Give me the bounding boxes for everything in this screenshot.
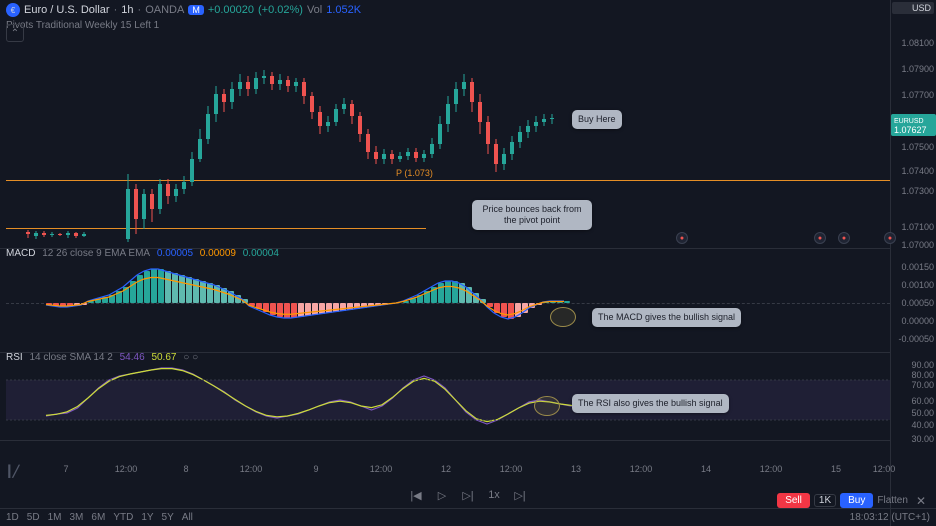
pivots-label: Pivots Traditional Weekly 15 Left 1 bbox=[0, 20, 936, 33]
interval[interactable]: 1h bbox=[121, 4, 133, 16]
tf-1M[interactable]: 1M bbox=[48, 512, 62, 523]
market-tag: M bbox=[188, 5, 204, 15]
tf-All[interactable]: All bbox=[182, 512, 193, 523]
rsi-highlight-ring bbox=[534, 396, 560, 416]
tf-1Y[interactable]: 1Y bbox=[141, 512, 153, 523]
rsi-chart[interactable]: The RSI also gives the bullish signal bbox=[6, 358, 890, 438]
news-icon[interactable]: ● bbox=[838, 232, 850, 244]
news-icon[interactable]: ● bbox=[676, 232, 688, 244]
tf-5Y[interactable]: 5Y bbox=[162, 512, 174, 523]
pair-name[interactable]: Euro / U.S. Dollar bbox=[24, 4, 110, 16]
annotation-callout[interactable]: The MACD gives the bullish signal bbox=[592, 308, 741, 327]
symbol-icon: € bbox=[6, 3, 20, 17]
close-icon[interactable]: ✕ bbox=[912, 494, 930, 508]
provider: OANDA bbox=[145, 4, 184, 16]
qty-field[interactable]: 1K bbox=[814, 494, 836, 507]
sell-button[interactable]: Sell bbox=[777, 493, 810, 508]
tf-1D[interactable]: 1D bbox=[6, 512, 19, 523]
change-pct: (+0.02%) bbox=[258, 4, 303, 16]
play-button[interactable]: ▷ bbox=[431, 486, 453, 504]
change-abs: +0.00020 bbox=[208, 4, 254, 16]
macd-chart[interactable]: The MACD gives the bullish signal bbox=[6, 258, 890, 348]
annotation-callout[interactable]: Buy Here bbox=[572, 110, 622, 129]
speed-label[interactable]: 1x bbox=[483, 486, 505, 504]
macd-highlight-ring bbox=[550, 307, 576, 327]
currency-badge[interactable]: USD bbox=[892, 2, 934, 14]
tf-5D[interactable]: 5D bbox=[27, 512, 40, 523]
timeframe-bar: 1D 5D 1M 3M 6M YTD 1Y 5Y All 18:03:12 (UTC+1) bbox=[0, 508, 936, 526]
skip-fwd-button[interactable]: ▷| bbox=[509, 486, 531, 504]
price-scale[interactable]: USD 1.081001.079001.077001.075001.074001… bbox=[890, 0, 936, 526]
buy-button[interactable]: Buy bbox=[840, 493, 873, 508]
step-button[interactable]: ▷| bbox=[457, 486, 479, 504]
tf-3M[interactable]: 3M bbox=[70, 512, 84, 523]
flatten-button[interactable]: Flatten bbox=[877, 495, 908, 506]
annotation-callout[interactable]: Price bounces back from the pivot point bbox=[472, 200, 592, 230]
pivot-label: P (1.073) bbox=[396, 168, 433, 178]
news-icon[interactable]: ● bbox=[814, 232, 826, 244]
trade-controls: Sell 1K Buy Flatten ✕ bbox=[777, 493, 930, 508]
vol-value: 1.052K bbox=[326, 4, 361, 16]
price-chart[interactable]: P (1.073) Buy Here Price bounces back fro… bbox=[6, 34, 890, 244]
vol-label: Vol bbox=[307, 4, 322, 16]
tf-YTD[interactable]: YTD bbox=[113, 512, 133, 523]
clock: 18:03:12 (UTC+1) bbox=[850, 512, 930, 523]
time-axis[interactable]: 712:00812:00912:001212:001312:001412:001… bbox=[6, 464, 890, 478]
skip-back-button[interactable]: |◀ bbox=[405, 486, 427, 504]
tf-6M[interactable]: 6M bbox=[91, 512, 105, 523]
news-icon[interactable]: ● bbox=[884, 232, 896, 244]
annotation-callout[interactable]: The RSI also gives the bullish signal bbox=[572, 394, 729, 413]
chart-header: € Euro / U.S. Dollar · 1h · OANDA M +0.0… bbox=[0, 0, 936, 20]
